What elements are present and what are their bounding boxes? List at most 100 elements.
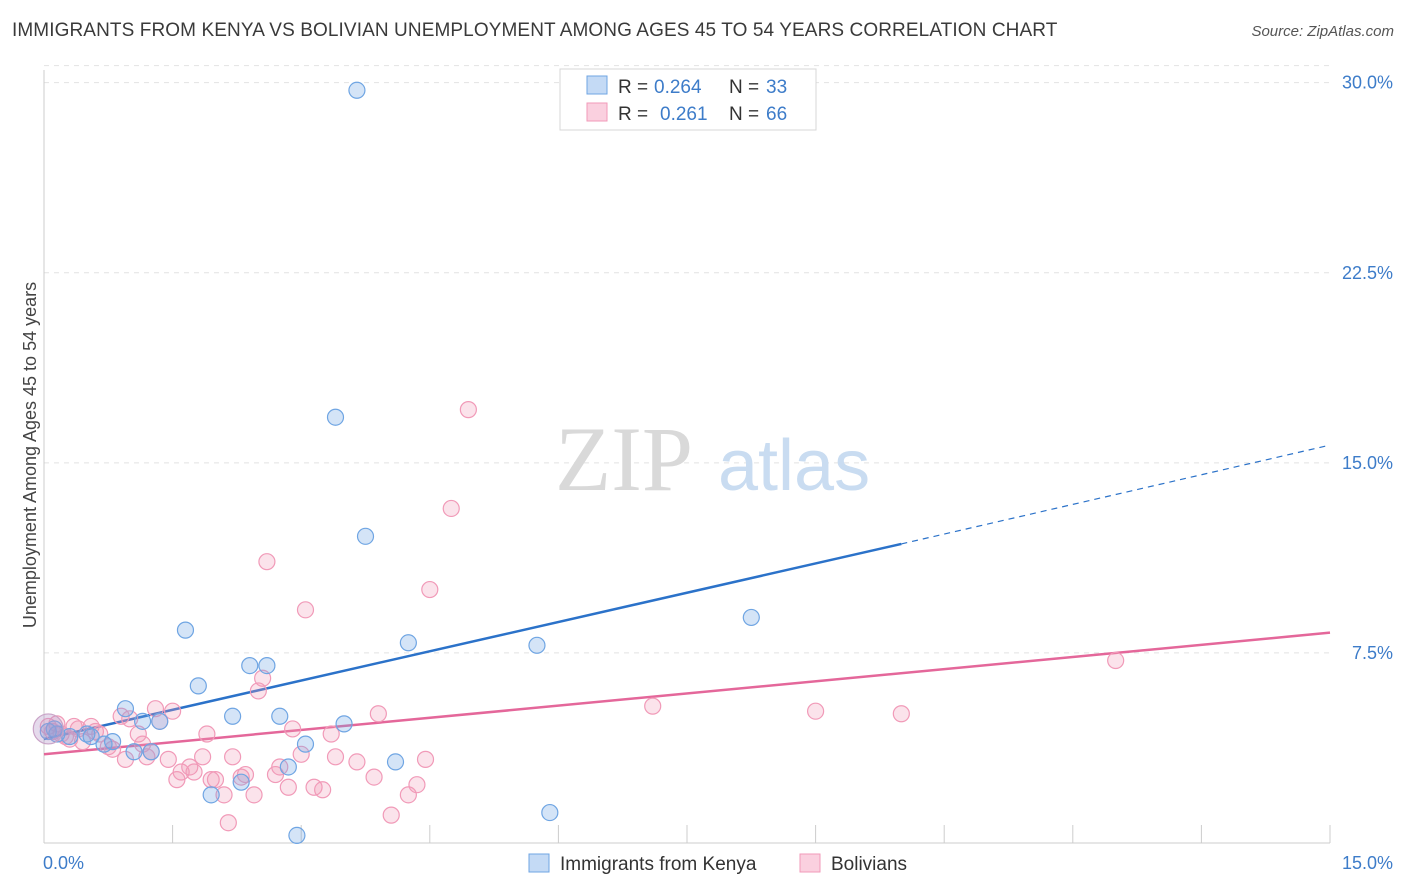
- x-tick-label-max: 15.0%: [1342, 853, 1393, 873]
- bolivians-point-32: [249, 682, 267, 700]
- y-tick-label-1: 15.0%: [1342, 453, 1393, 473]
- bolivians-point-45: [348, 753, 366, 771]
- kenya-point-21: [288, 826, 306, 844]
- bottom-legend-kenya: Immigrants from Kenya: [560, 854, 757, 875]
- y-axis-label: Unemployment Among Ages 45 to 54 years: [20, 282, 40, 628]
- grid: [44, 65, 1330, 654]
- bottom-legend-swatch-kenya: [528, 853, 550, 873]
- kenya-point-17: [241, 656, 259, 675]
- bolivians-point-21: [185, 763, 203, 781]
- kenya-point-23: [326, 408, 345, 426]
- bolivians-point-38: [284, 720, 302, 738]
- legend-kenya-r-label: R =: [618, 77, 648, 98]
- bolivians-trend-line: [43, 631, 1331, 756]
- kenya-point-25: [348, 81, 366, 99]
- kenya-point-18: [258, 656, 276, 675]
- kenya-point-29: [528, 636, 546, 654]
- bolivians-point-50: [408, 776, 426, 794]
- bolivians-point-22: [194, 748, 212, 766]
- legend-bolivians-r-label: R =: [618, 104, 648, 125]
- kenya-point-22: [296, 735, 315, 753]
- kenya-trend-line: [43, 542, 902, 741]
- kenya-point-2: [61, 727, 79, 746]
- bolivians-point-33: [254, 669, 272, 687]
- kenya-point-20: [279, 758, 297, 776]
- chart-title: IMMIGRANTS FROM KENYA VS BOLIVIAN UNEMPL…: [12, 20, 1058, 41]
- bolivians-point-48: [382, 806, 400, 824]
- kenya-point-11: [151, 712, 169, 730]
- bolivians-point-46: [365, 768, 383, 786]
- bolivians-point-26: [215, 786, 233, 804]
- bolivians-point-58: [1107, 651, 1125, 670]
- bolivians-point-34: [258, 553, 276, 571]
- kenya-point-13: [189, 677, 207, 695]
- legend-kenya-n-value: 33: [766, 77, 787, 98]
- bolivians-point-53: [442, 499, 460, 518]
- bolivians-point-40: [296, 601, 315, 619]
- legend-bolivians-n-label: N =: [729, 104, 759, 125]
- data-points: [32, 81, 1125, 844]
- y-tick-labels: 7.5% 15.0% 22.5% 30.0%: [1342, 73, 1393, 663]
- kenya-point-28: [399, 634, 417, 652]
- y-tick-label-2: 22.5%: [1342, 263, 1393, 283]
- bottom-legend-swatch-bolivians: [799, 853, 821, 873]
- kenya-point-7: [116, 700, 135, 718]
- bottom-legend: Immigrants from Kenya Bolivians: [528, 853, 907, 875]
- bolivians-point-23: [198, 725, 216, 743]
- kenya-point-14: [202, 786, 220, 804]
- bolivians-point-27: [219, 814, 237, 832]
- bolivians-point-16: [159, 750, 177, 768]
- bottom-legend-bolivians: Bolivians: [831, 854, 907, 875]
- y-tick-label-0: 7.5%: [1352, 643, 1393, 663]
- legend-bolivians-r-value: 0.261: [660, 104, 708, 125]
- watermark-atlas: atlas: [718, 426, 870, 506]
- bolivians-point-39: [292, 745, 310, 763]
- kenya-point-6: [103, 733, 122, 751]
- y-tick-label-3: 30.0%: [1342, 73, 1393, 93]
- kenya-point-10: [142, 743, 160, 761]
- bolivians-point-37: [279, 778, 297, 796]
- kenya-point-27: [386, 753, 405, 771]
- bolivians-point-51: [416, 750, 435, 768]
- bolivians-point-17: [164, 702, 182, 720]
- bolivians-point-31: [245, 786, 263, 804]
- bolivians-point-56: [806, 702, 825, 720]
- kenya-trend-extension: [901, 444, 1331, 545]
- bolivians-point-10: [121, 710, 139, 728]
- kenya-point-4: [82, 727, 100, 746]
- bolivians-point-57: [892, 705, 910, 723]
- bolivians-point-11: [129, 725, 147, 743]
- legend-swatch-kenya: [586, 75, 608, 95]
- kenya-point-31: [742, 608, 760, 627]
- bolivians-point-43: [322, 725, 340, 743]
- legend-kenya-r-value: 0.264: [654, 77, 702, 98]
- bolivians-point-44: [326, 748, 345, 766]
- bolivians-point-42: [314, 781, 332, 799]
- kenya-point-30: [541, 803, 559, 822]
- bolivians-point-54: [459, 401, 477, 419]
- legend-bolivians-n-value: 66: [766, 104, 787, 125]
- bolivians-point-52: [421, 580, 439, 599]
- kenya-point-16: [232, 773, 250, 791]
- bolivians-point-47: [369, 705, 387, 723]
- watermark-zip: ZIP: [555, 408, 693, 510]
- bolivians-point-19: [172, 763, 190, 781]
- kenya-point-15: [224, 707, 242, 725]
- bolivians-point-55: [644, 697, 662, 715]
- kenya-point-19: [271, 707, 289, 725]
- bolivians-point-24: [202, 771, 220, 789]
- kenya-point-24: [335, 715, 353, 733]
- kenya-point-8: [125, 743, 143, 761]
- legend-swatch-bolivians: [586, 102, 608, 122]
- kenya-point-12: [176, 621, 195, 639]
- x-tick-label-min: 0.0%: [43, 853, 84, 873]
- bolivians-point-28: [224, 748, 242, 766]
- source-label: Source: ZipAtlas.com: [1251, 23, 1394, 40]
- bolivians-point-25: [206, 771, 225, 789]
- kenya-point-9: [133, 712, 152, 730]
- cluster-point: [32, 713, 64, 745]
- legend-kenya-n-label: N =: [729, 77, 759, 98]
- top-legend: R = 0.264 N = 33 R = 0.261 N = 66: [559, 68, 817, 131]
- kenya-point-26: [356, 527, 375, 545]
